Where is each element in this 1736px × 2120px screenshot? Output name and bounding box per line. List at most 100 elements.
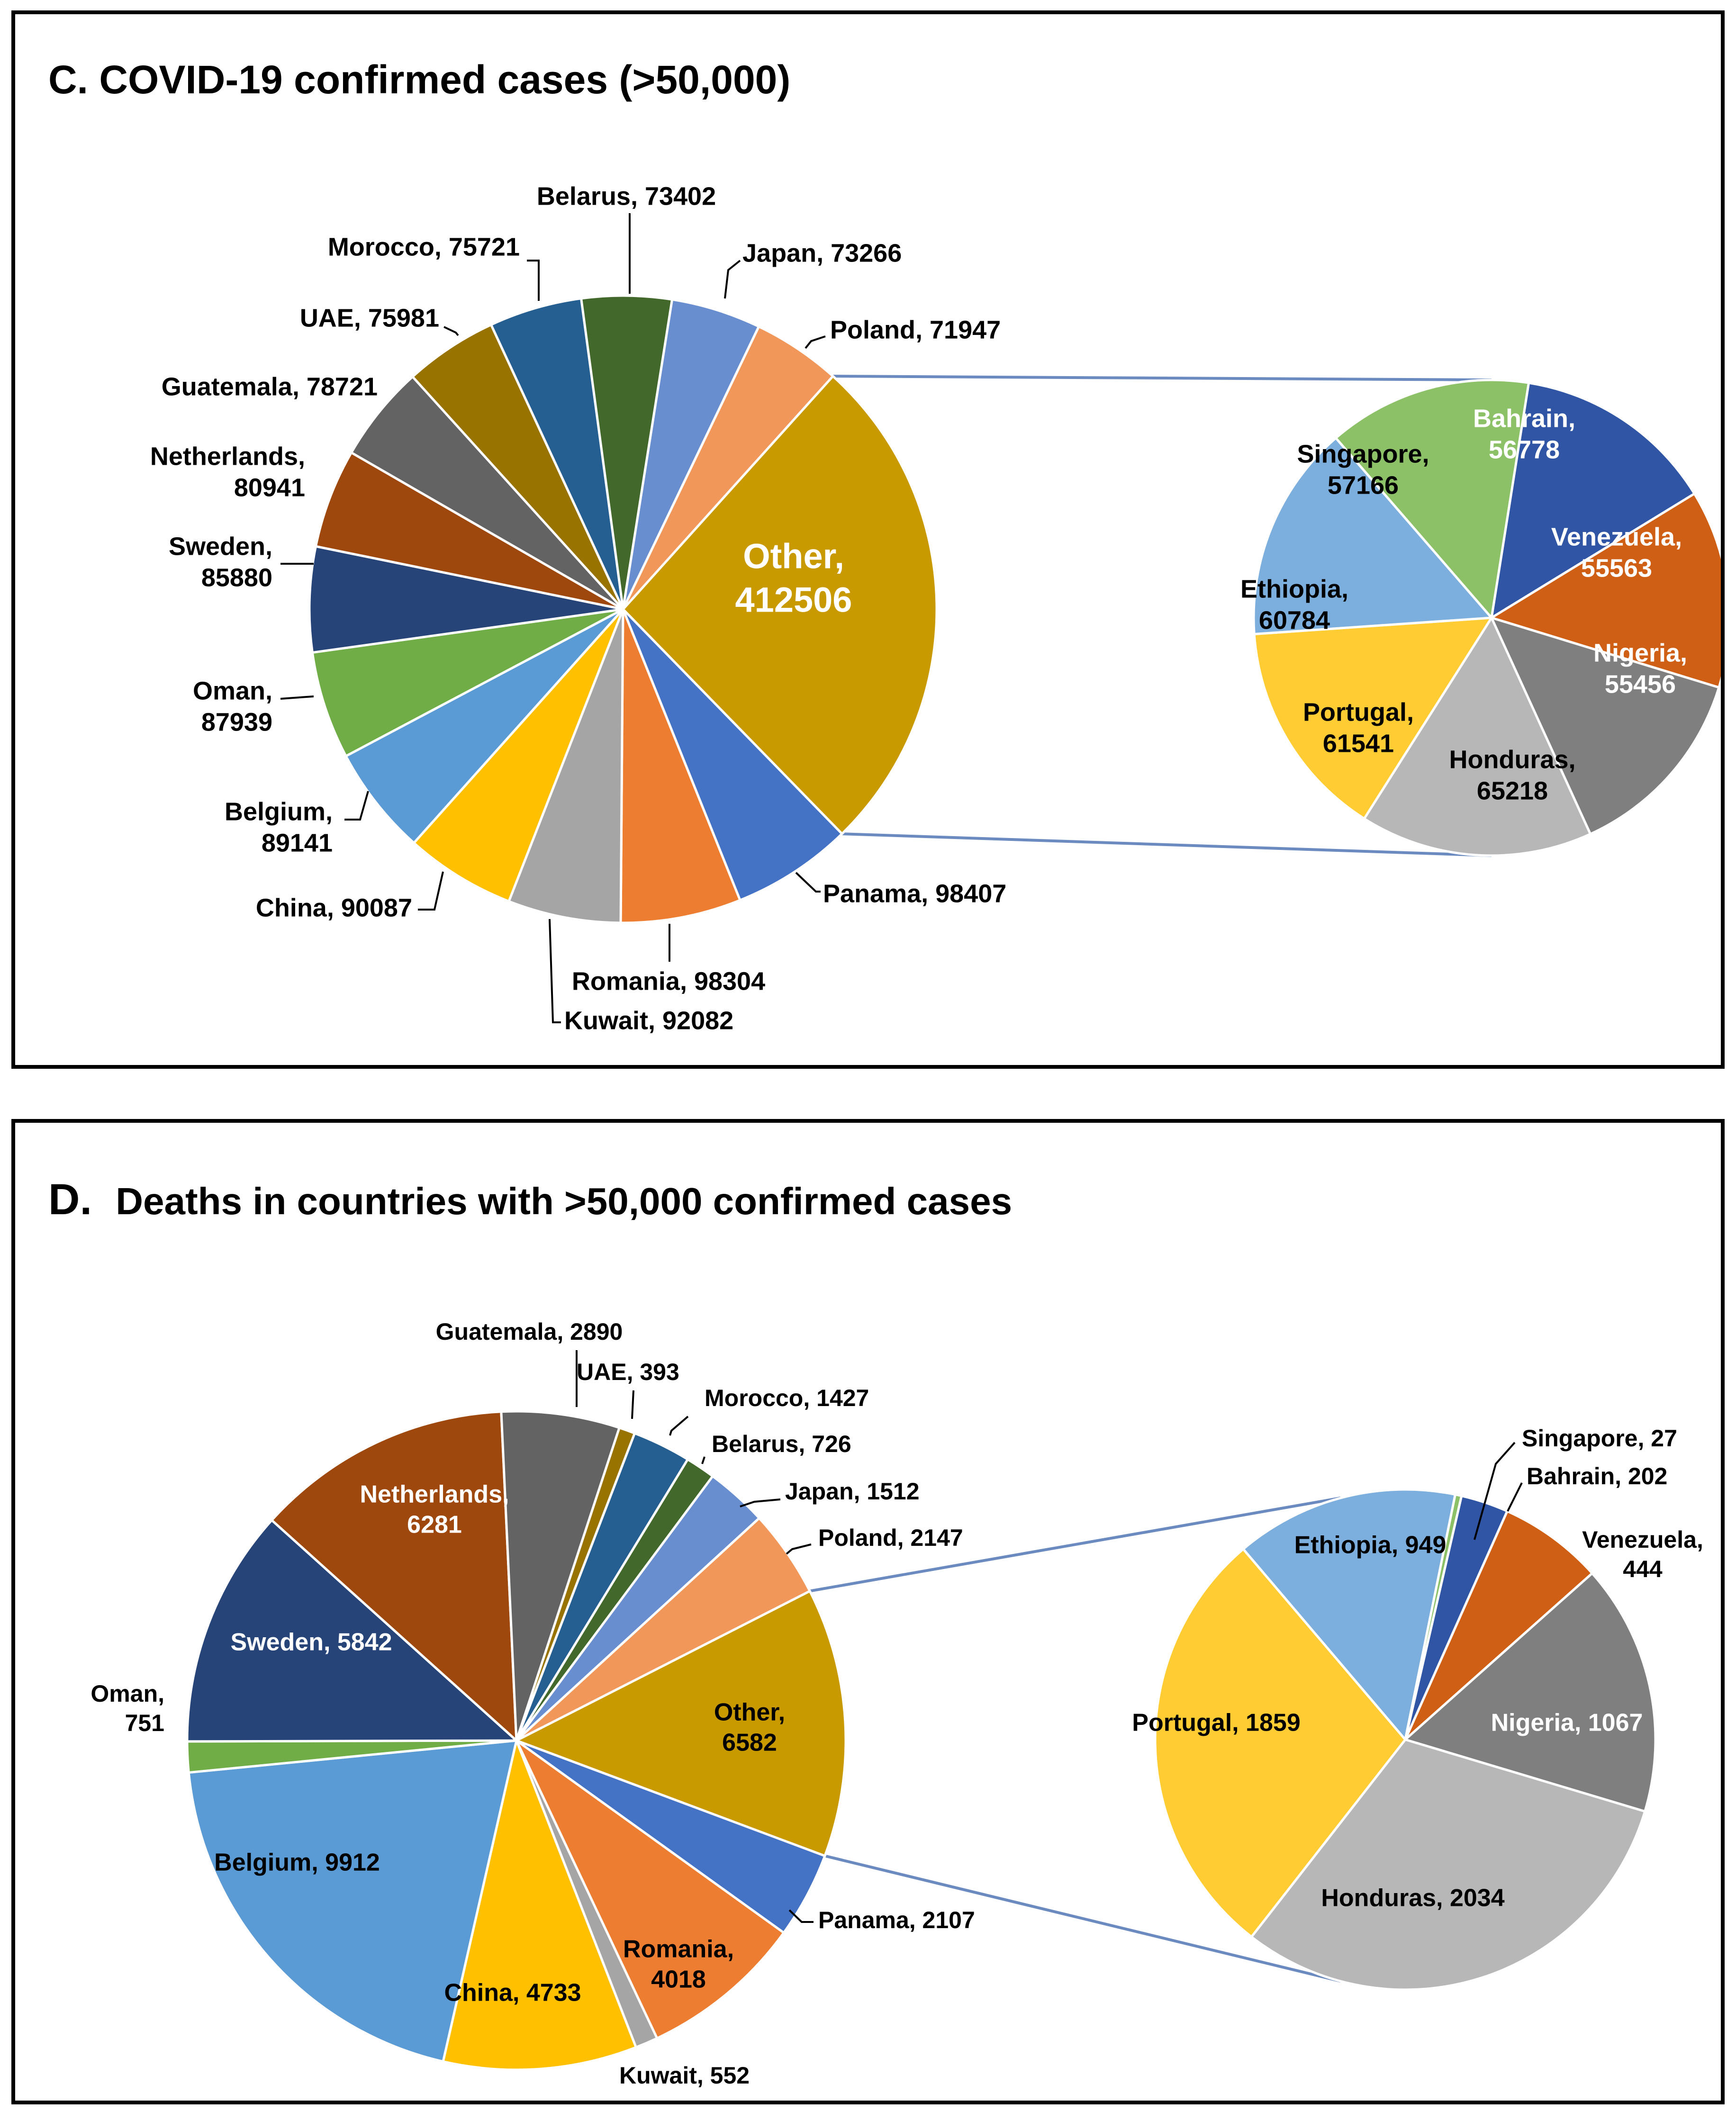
d-connector-bottom <box>824 1854 1341 1983</box>
c-secondary-slice-portugal <box>1253 616 1493 820</box>
panel-d-deaths: D. Deaths in countries with >50,000 conf… <box>11 1119 1725 2104</box>
c-label-poland: Poland, 71947 <box>830 316 1001 344</box>
d-label-nigeria: Nigeria, 1067 <box>1491 1709 1643 1737</box>
d-secondary-slice-venezuela <box>1404 1510 1593 1741</box>
c-leader-belgium <box>344 791 369 821</box>
c-leader-lines <box>280 213 826 1023</box>
d-label-morocco: Morocco, 1427 <box>705 1385 869 1411</box>
chart-title-d-text: Deaths in countries with >50,000 confirm… <box>116 1180 1013 1222</box>
d-label-bahrain: Bahrain, 202 <box>1527 1463 1667 1489</box>
d-label-ethiopia: Ethiopia, 949 <box>1294 1532 1447 1559</box>
c-main-slice-other <box>622 375 938 835</box>
c-main-slice-romania <box>619 608 741 924</box>
d-leader-bahrain <box>1507 1482 1523 1512</box>
d-label-singapore: Singapore, 27 <box>1522 1425 1677 1452</box>
d-label-other: Other, 6582 <box>714 1699 785 1757</box>
c-label-portugal: Portugal, 61541 <box>1303 698 1414 758</box>
d-label-netherlands: Netherlands, 6281 <box>360 1481 509 1539</box>
d-main-slices <box>186 1410 847 2071</box>
d-main-slice-romania <box>515 1739 785 2039</box>
c-main-slice-oman <box>311 608 624 758</box>
c-main-slice-japan <box>622 298 760 611</box>
d-label-oman: Oman, 751 <box>90 1680 164 1736</box>
d-secondary-slices <box>1154 1488 1657 1991</box>
c-label-morocco: Morocco, 75721 <box>328 233 520 261</box>
c-connector-top <box>832 375 1492 381</box>
c-main-slice-uae <box>411 323 624 611</box>
d-label-romania: Romania, 4018 <box>623 1936 734 1994</box>
d-label-belgium: Belgium, 9912 <box>214 1849 380 1876</box>
c-leader-poland <box>805 335 826 349</box>
d-secondary-slice-ethiopia <box>1242 1488 1456 1741</box>
c-main-slice-belarus <box>580 294 674 611</box>
d-label-uae: UAE, 393 <box>577 1359 679 1385</box>
d-main-slice-sweden <box>186 1519 518 1743</box>
c-secondary-slice-ethiopia <box>1252 437 1493 635</box>
c-label-netherlands: Netherlands, 80941 <box>150 442 305 502</box>
d-label-kuwait: Kuwait, 552 <box>619 2062 750 2089</box>
c-secondary-slices <box>1252 379 1721 857</box>
d-secondary-slice-honduras <box>1250 1738 1646 1991</box>
d-leader-belarus <box>701 1456 705 1464</box>
c-secondary-slice-singapore <box>1334 379 1530 619</box>
c-label-kuwait: Kuwait, 92082 <box>564 1006 733 1035</box>
d-label-honduras: Honduras, 2034 <box>1321 1885 1504 1912</box>
panel-c-confirmed-cases: C. COVID-19 confirmed cases (>50,000) Ot… <box>11 10 1725 1069</box>
c-label-singapore: Singapore, 57166 <box>1297 440 1429 499</box>
pie-of-pie-chart-d: Other, 6582 Panama, 2107 Romania, 4018 Kuwait… <box>90 1318 1703 2089</box>
d-connector-lines <box>809 1497 1341 1983</box>
c-label-belgium: Belgium, 89141 <box>225 797 333 857</box>
c-main-slice-sweden <box>308 545 624 654</box>
d-main-slice-other <box>515 1589 847 1858</box>
c-secondary-slice-honduras <box>1363 616 1592 857</box>
d-secondary-slice-nigeria <box>1404 1572 1657 1813</box>
d-label-belarus: Belarus, 726 <box>712 1431 851 1457</box>
d-main-slice-netherlands <box>271 1410 518 1742</box>
c-leader-panama <box>795 872 821 893</box>
c-leader-uae <box>443 326 459 336</box>
c-main-slice-kuwait <box>507 608 624 924</box>
d-secondary-slice-portugal <box>1154 1548 1407 1938</box>
c-main-slice-morocco <box>489 297 624 611</box>
c-label-honduras: Honduras, 65218 <box>1449 745 1575 805</box>
d-main-slice-belgium <box>187 1739 518 2063</box>
c-main-slice-china <box>413 608 624 903</box>
c-main-slice-guatemala <box>350 375 624 611</box>
d-secondary-leader-lines <box>1474 1442 1523 1540</box>
c-main-slices <box>308 294 938 924</box>
c-label-uae: UAE, 75981 <box>300 304 439 332</box>
c-main-slice-poland <box>622 325 834 611</box>
c-label-venezuela: Venezuela, 55563 <box>1551 523 1682 582</box>
c-main-slice-netherlands <box>314 451 624 611</box>
c-secondary-slice-venezuela <box>1490 492 1721 689</box>
d-label-china: China, 4733 <box>444 1979 581 2007</box>
c-label-sweden: Sweden, 85880 <box>169 532 272 592</box>
chart-title-c: C. COVID-19 confirmed cases (>50,000) <box>48 57 791 102</box>
c-leader-kuwait <box>549 919 561 1023</box>
d-label-japan: Japan, 1512 <box>785 1478 920 1505</box>
c-label-japan: Japan, 73266 <box>742 239 902 267</box>
d-leader-morocco <box>669 1416 689 1436</box>
d-label-portugal: Portugal, 1859 <box>1132 1709 1300 1737</box>
chart-title-d: D. Deaths in countries with >50,000 conf… <box>48 1175 1012 1225</box>
d-leader-panama <box>788 1909 814 1923</box>
c-label-other: Other, 412506 <box>735 537 852 620</box>
chart-title-d-prefix: D. <box>48 1175 92 1224</box>
d-label-panama: Panama, 2107 <box>818 1907 975 1933</box>
d-main-slice-china <box>442 1739 637 2071</box>
d-main-slice-panama <box>515 1739 826 1934</box>
c-label-nigeria: Nigeria, 55456 <box>1593 639 1687 698</box>
d-main-slice-guatemala <box>500 1410 621 1742</box>
d-label-venezuela: Venezuela, 444 <box>1582 1526 1703 1582</box>
c-leader-morocco <box>527 260 540 301</box>
d-leader-poland <box>786 1543 812 1555</box>
c-label-bahrain: Bahrain, 56778 <box>1473 404 1575 464</box>
c-leader-china <box>418 871 444 911</box>
c-main-slice-belgium <box>344 608 624 844</box>
c-main-slice-panama <box>622 608 843 902</box>
d-secondary-slice-singapore <box>1404 1493 1463 1741</box>
c-label-ethiopia: Ethiopia, 60784 <box>1240 575 1348 634</box>
c-connector-bottom <box>841 832 1492 857</box>
d-leader-uae <box>631 1390 634 1419</box>
c-label-panama: Panama, 98407 <box>823 879 1006 908</box>
